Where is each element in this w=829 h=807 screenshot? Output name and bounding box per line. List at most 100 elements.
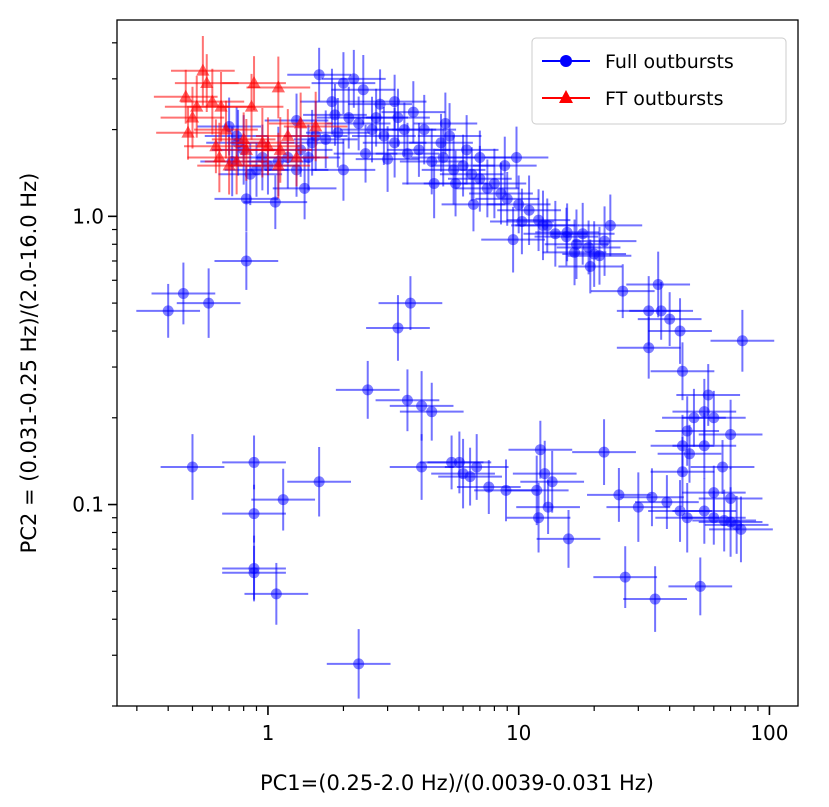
triangle-marker <box>222 158 236 171</box>
circle-marker <box>426 406 438 418</box>
data-point <box>222 484 286 543</box>
triangle-marker <box>185 110 200 123</box>
data-point <box>535 203 599 262</box>
circle-marker <box>392 112 404 124</box>
triangle-marker <box>239 142 253 155</box>
circle-marker <box>474 152 486 164</box>
triangle-marker <box>273 142 287 155</box>
data-point <box>389 371 454 441</box>
data-point <box>151 262 216 325</box>
circle-marker <box>269 196 281 208</box>
circle-marker <box>244 168 256 180</box>
data-point <box>243 175 308 230</box>
circle-marker <box>632 501 644 513</box>
circle-marker <box>426 155 438 167</box>
data-point <box>222 435 286 490</box>
circle-marker <box>203 297 215 309</box>
data-point <box>506 482 571 553</box>
circle-marker <box>353 117 365 129</box>
data-point <box>431 438 495 509</box>
data-point <box>287 446 352 517</box>
data-point <box>655 396 720 466</box>
data-point <box>268 92 333 155</box>
data-point <box>620 468 684 527</box>
data-point <box>444 434 509 500</box>
circle-marker <box>464 471 476 483</box>
data-point <box>698 399 763 470</box>
data-point <box>366 88 430 147</box>
circle-marker <box>646 491 658 503</box>
circle-marker <box>537 219 549 231</box>
circle-marker <box>523 204 535 216</box>
data-point <box>650 342 715 401</box>
circle-marker <box>542 501 554 513</box>
triangle-marker <box>205 94 219 107</box>
circle-marker <box>162 305 174 317</box>
triangle-marker <box>181 125 195 138</box>
plot-frame <box>116 19 799 707</box>
data-point <box>326 629 391 699</box>
circle-marker <box>248 567 260 579</box>
circle-marker <box>604 219 616 231</box>
circle-marker <box>277 494 289 506</box>
legend-label-full-outbursts: Full outbursts <box>605 51 734 73</box>
data-point <box>214 232 279 290</box>
legend-circle-marker <box>560 55 572 67</box>
legend: Full outbursts FT outbursts <box>531 37 787 125</box>
circle-marker <box>240 255 252 267</box>
circle-marker <box>404 297 416 309</box>
x-axis-label: PC1=(0.25-2.0 Hz)/(0.0039-0.031 Hz) <box>260 771 654 795</box>
y-axis: 0.1 1.0 <box>72 42 117 707</box>
data-point <box>160 86 225 149</box>
circle-marker <box>661 496 673 508</box>
circle-marker <box>674 325 686 337</box>
data-point <box>255 109 320 163</box>
data-point <box>681 390 746 445</box>
circle-marker <box>569 246 581 258</box>
x-axis: 1 10 100 <box>136 706 789 745</box>
circle-marker <box>708 412 720 424</box>
data-point <box>348 69 412 139</box>
data-point <box>469 162 533 225</box>
data-point <box>681 465 746 520</box>
circle-marker <box>584 260 596 272</box>
x-tick-label: 1 <box>262 721 275 745</box>
circle-marker <box>676 440 688 452</box>
circle-marker <box>510 152 522 164</box>
triangle-marker <box>271 158 285 171</box>
circle-marker <box>598 446 610 458</box>
circle-marker <box>471 461 483 473</box>
y-axis-label: PC2 = (0.031-0.25 Hz)/(2.0-16.0 Hz) <box>17 173 41 554</box>
circle-marker <box>357 84 369 96</box>
data-point <box>635 475 699 529</box>
circle-marker <box>698 406 710 418</box>
triangle-marker <box>247 76 261 88</box>
data-point <box>375 369 440 432</box>
circle-marker <box>337 164 349 176</box>
circle-marker <box>248 456 260 468</box>
data-point <box>455 159 520 218</box>
circle-marker <box>561 226 573 238</box>
y-tick-label: 1.0 <box>72 204 104 228</box>
circle-marker <box>735 523 747 535</box>
circle-marker <box>531 484 543 496</box>
data-point <box>516 480 580 535</box>
circle-marker <box>186 461 198 473</box>
points-layer <box>136 36 775 699</box>
circle-marker <box>353 658 365 670</box>
circle-marker <box>374 98 386 110</box>
data-point <box>484 126 549 189</box>
circle-marker <box>643 342 655 354</box>
data-point <box>366 295 430 361</box>
circle-marker <box>563 533 575 545</box>
circle-marker <box>313 476 325 488</box>
data-point <box>542 219 607 286</box>
triangle-marker <box>289 150 304 163</box>
data-point <box>536 509 601 568</box>
data-point <box>434 115 499 185</box>
data-point <box>180 68 245 135</box>
x-tick-label: 10 <box>506 721 531 745</box>
circle-marker <box>708 487 720 499</box>
data-point <box>481 206 545 273</box>
data-point <box>427 431 492 494</box>
